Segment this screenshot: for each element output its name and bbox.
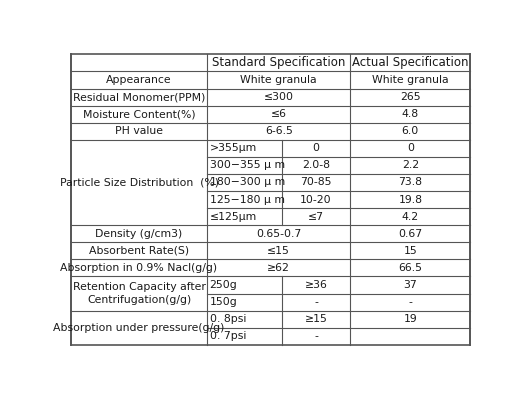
Text: 0.65-0.7: 0.65-0.7 (256, 229, 301, 239)
Text: -: - (408, 297, 412, 307)
Text: Density (g/cm3): Density (g/cm3) (96, 229, 183, 239)
Text: Retention Capacity after
Centrifugation(g/g): Retention Capacity after Centrifugation(… (73, 282, 205, 305)
Text: 265: 265 (400, 92, 421, 102)
Text: ≤300: ≤300 (264, 92, 294, 102)
Text: 70-85: 70-85 (300, 177, 332, 187)
Text: White granula: White granula (240, 75, 317, 85)
Text: 73.8: 73.8 (398, 177, 422, 187)
Text: Appearance: Appearance (106, 75, 172, 85)
Text: ≥62: ≥62 (267, 263, 290, 273)
Text: 6-6.5: 6-6.5 (265, 126, 293, 136)
Text: 2.2: 2.2 (402, 160, 419, 170)
Text: 19.8: 19.8 (398, 195, 422, 204)
Text: 0. 7psi: 0. 7psi (210, 331, 246, 341)
Text: 150g: 150g (210, 297, 238, 307)
Text: Standard Specification: Standard Specification (212, 56, 345, 69)
Text: 2.0-8: 2.0-8 (302, 160, 330, 170)
Text: 0: 0 (407, 143, 414, 153)
Text: 15: 15 (403, 246, 417, 256)
Text: ≤6: ≤6 (271, 109, 287, 119)
Text: 0. 8psi: 0. 8psi (210, 314, 246, 324)
Text: 0.67: 0.67 (398, 229, 422, 239)
Text: 4.8: 4.8 (402, 109, 419, 119)
Text: 66.5: 66.5 (398, 263, 422, 273)
Text: 37: 37 (403, 280, 417, 290)
Text: 300−355 μ m: 300−355 μ m (210, 160, 285, 170)
Text: Absorption under pressure(g/g): Absorption under pressure(g/g) (53, 323, 225, 333)
Text: ≤15: ≤15 (267, 246, 290, 256)
Text: White granula: White granula (372, 75, 449, 85)
Text: Actual Specification: Actual Specification (352, 56, 468, 69)
Text: Absorption in 0.9% Nacl(g/g): Absorption in 0.9% Nacl(g/g) (61, 263, 218, 273)
Text: 250g: 250g (210, 280, 238, 290)
Text: ≥36: ≥36 (305, 280, 327, 290)
Text: PH value: PH value (115, 126, 163, 136)
Text: ≥15: ≥15 (305, 314, 327, 324)
Text: 10-20: 10-20 (300, 195, 332, 204)
Text: -: - (314, 297, 318, 307)
Text: 180−300 μ m: 180−300 μ m (210, 177, 285, 187)
Text: Absorbent Rate(S): Absorbent Rate(S) (89, 246, 189, 256)
Text: 0: 0 (313, 143, 319, 153)
Text: ≤125μm: ≤125μm (210, 212, 257, 222)
Text: 4.2: 4.2 (402, 212, 419, 222)
Text: ≤7: ≤7 (308, 212, 324, 222)
Text: 125−180 μ m: 125−180 μ m (210, 195, 285, 204)
Text: >355μm: >355μm (210, 143, 257, 153)
Text: Residual Monomer(PPM): Residual Monomer(PPM) (73, 92, 205, 102)
Text: Moisture Content(%): Moisture Content(%) (83, 109, 195, 119)
Text: 6.0: 6.0 (402, 126, 419, 136)
Text: Particle Size Distribution  (%): Particle Size Distribution (%) (60, 177, 219, 187)
Text: 19: 19 (403, 314, 417, 324)
Text: -: - (314, 331, 318, 341)
